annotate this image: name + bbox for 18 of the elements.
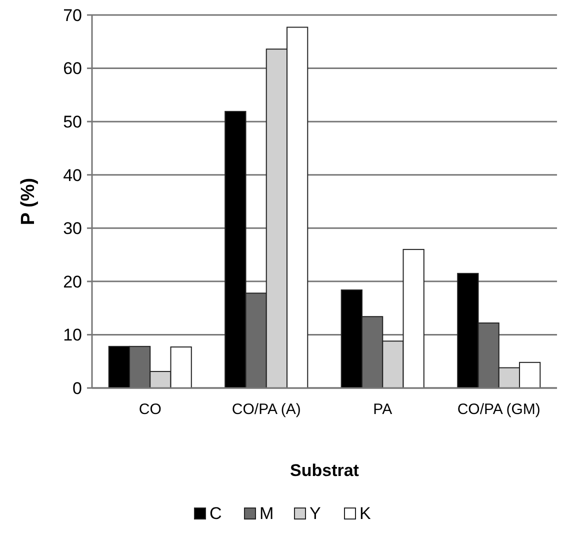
y-axis-title: P (%) xyxy=(18,178,39,226)
x-tick-label: CO/PA (GM) xyxy=(457,401,540,418)
x-tick-label: CO/PA (A) xyxy=(232,401,301,418)
legend-label: C xyxy=(210,504,222,523)
y-tick-label: 20 xyxy=(63,272,82,292)
legend-label: K xyxy=(360,504,372,523)
y-tick-label: 50 xyxy=(63,112,82,132)
y-tick-label: 60 xyxy=(63,59,82,78)
x-tick-label: PA xyxy=(373,401,392,418)
y-tick-label: 0 xyxy=(72,378,82,398)
legend-label: M xyxy=(260,504,274,523)
y-tick-label: 40 xyxy=(63,166,82,185)
y-tick-label: 10 xyxy=(63,326,82,345)
x-axis-title: Substrat xyxy=(290,461,360,480)
x-tick-label: CO xyxy=(138,401,162,418)
y-tick-label: 30 xyxy=(63,219,82,238)
y-tick-label: 70 xyxy=(63,6,82,25)
legend-label: Y xyxy=(310,504,321,523)
